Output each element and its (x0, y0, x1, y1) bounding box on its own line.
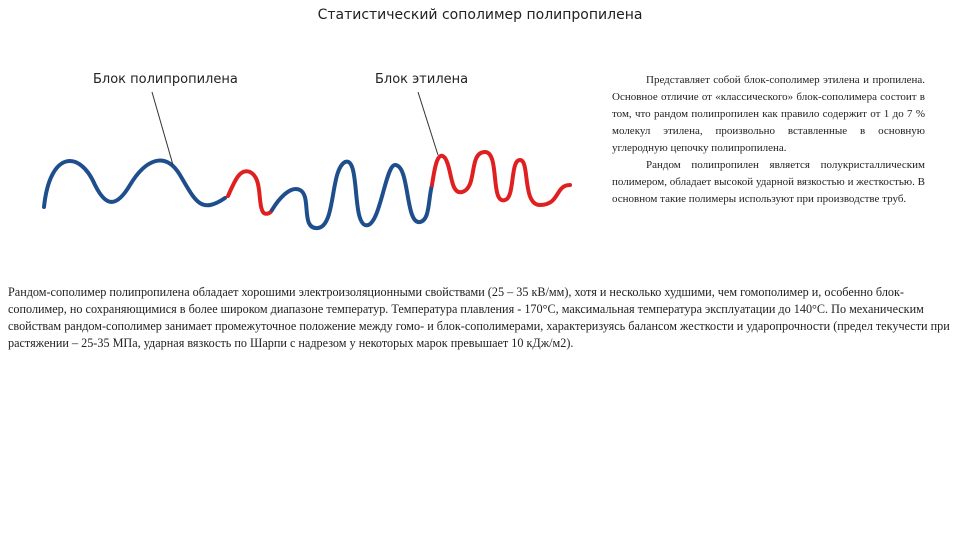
pe-block (226, 169, 274, 216)
paragraph: Рандом полипропилен является полукристал… (612, 159, 925, 205)
paragraph: Представляет собой блок-сополимер этилен… (612, 74, 925, 154)
chain-figure (42, 91, 572, 230)
pointer (151, 91, 174, 166)
side-text: Представляет собой блок-сополимер этилен… (612, 72, 925, 208)
pe-block (430, 149, 572, 208)
label: Блок этилена (375, 72, 469, 87)
slide-title: Статистический сополимер полипропилена (317, 7, 643, 23)
pp-block (270, 159, 434, 230)
label: Блок полипропилена (93, 72, 238, 87)
pp-block (42, 158, 227, 209)
pointer (417, 91, 439, 156)
body-text: Рандом-сополимер полипропилена обладает … (8, 285, 950, 350)
